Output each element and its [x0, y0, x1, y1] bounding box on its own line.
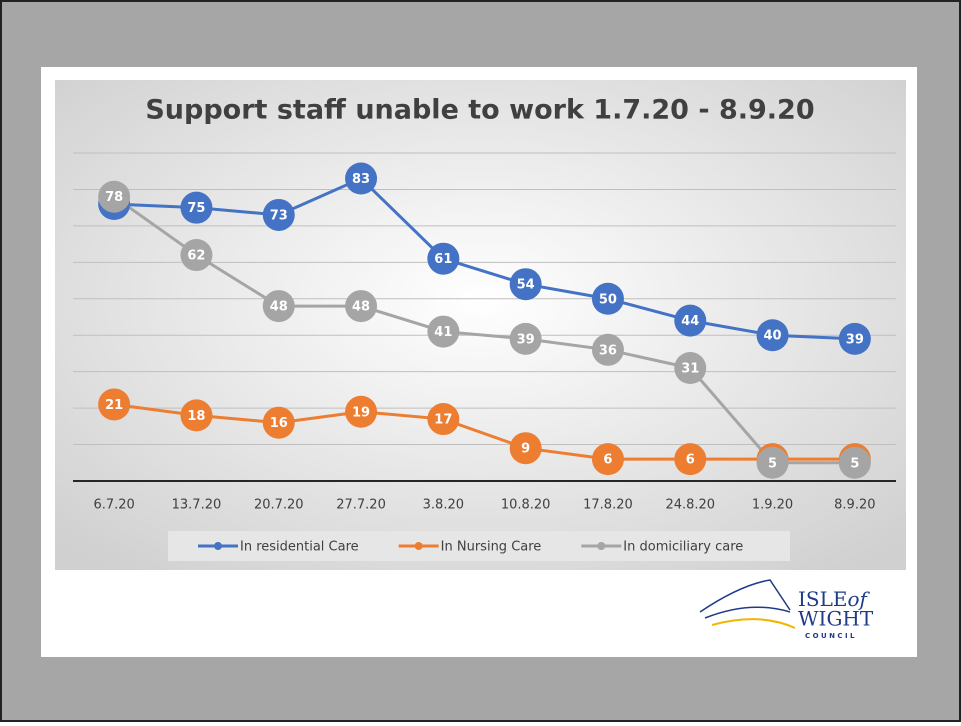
marker — [509, 432, 542, 465]
logo: ISLEof WIGHT C O U N C I L — [699, 579, 874, 640]
data-label: 6 — [686, 453, 695, 468]
x-tick-label: 24.8.20 — [665, 498, 715, 513]
marker — [674, 304, 707, 337]
data-label: 50 — [599, 292, 617, 307]
data-label: 62 — [187, 249, 205, 264]
logo-text: WIGHT — [798, 607, 874, 631]
series-line — [113, 402, 855, 461]
data-label: 73 — [270, 208, 288, 223]
marker — [591, 282, 624, 315]
marker — [345, 162, 378, 195]
data-label: 40 — [764, 329, 782, 344]
x-tick-label: 27.7.20 — [336, 498, 386, 513]
x-tick-label: 1.9.20 — [752, 498, 793, 513]
logo-line — [711, 618, 796, 629]
marker — [509, 268, 542, 301]
data-label: 39 — [517, 332, 535, 347]
marker — [180, 191, 213, 224]
marker — [427, 242, 460, 275]
marker — [262, 406, 295, 439]
marker — [262, 290, 295, 323]
data-label: 83 — [352, 172, 370, 187]
marker — [180, 399, 213, 432]
data-label: 6 — [603, 453, 612, 468]
legend-label: In Nursing Care — [441, 540, 542, 555]
data-label: 31 — [681, 362, 699, 377]
legend-swatch — [214, 542, 222, 550]
x-tick-label: 20.7.20 — [254, 498, 304, 513]
x-tick-label: 8.9.20 — [834, 498, 875, 513]
marker — [591, 333, 624, 366]
marker — [838, 322, 871, 355]
marker — [509, 322, 542, 355]
marker — [98, 180, 131, 213]
data-label: 18 — [187, 409, 205, 424]
marker — [674, 443, 707, 476]
marker — [345, 290, 378, 323]
x-tick-label: 13.7.20 — [172, 498, 222, 513]
marker — [838, 446, 871, 479]
data-label: 75 — [187, 201, 205, 216]
data-label: 48 — [352, 300, 370, 315]
data-label: 54 — [517, 278, 535, 293]
data-label: 48 — [270, 300, 288, 315]
x-tick-label: 17.8.20 — [583, 498, 633, 513]
marker — [180, 239, 213, 272]
data-label: 5 — [768, 456, 777, 471]
chart-title: Support staff unable to work 1.7.20 - 8.… — [145, 95, 814, 126]
data-label: 44 — [681, 314, 699, 329]
x-tick-label: 10.8.20 — [501, 498, 551, 513]
data-label: 61 — [434, 252, 452, 267]
logo-text: C O U N C I L — [805, 632, 855, 640]
x-tick-label: 3.8.20 — [423, 498, 464, 513]
marker — [345, 395, 378, 428]
data-label: 17 — [434, 413, 452, 428]
logo-text: ISLEof — [798, 587, 871, 611]
data-label: 41 — [434, 325, 452, 340]
legend-label: In residential Care — [240, 540, 359, 555]
series-line — [114, 176, 855, 341]
marker — [591, 443, 624, 476]
data-label: 16 — [270, 416, 288, 431]
data-label: 19 — [352, 405, 370, 420]
logo-line — [699, 579, 791, 613]
marker — [98, 388, 131, 421]
x-tick-label: 6.7.20 — [93, 498, 134, 513]
series-line — [113, 195, 855, 465]
marker — [427, 315, 460, 348]
data-label: 9 — [521, 442, 530, 457]
data-label: 39 — [846, 332, 864, 347]
marker — [427, 403, 460, 436]
data-label: 78 — [105, 190, 123, 205]
legend — [168, 531, 790, 561]
data-label: 21 — [105, 398, 123, 413]
data-label: 36 — [599, 343, 617, 358]
marker — [674, 352, 707, 385]
marker — [262, 198, 295, 231]
legend-swatch — [597, 542, 606, 550]
data-label: 5 — [850, 456, 859, 471]
legend-swatch — [414, 542, 423, 550]
marker — [756, 319, 789, 352]
logo-line — [704, 606, 791, 619]
legend-label: In domiciliary care — [623, 540, 743, 555]
marker — [756, 446, 789, 479]
